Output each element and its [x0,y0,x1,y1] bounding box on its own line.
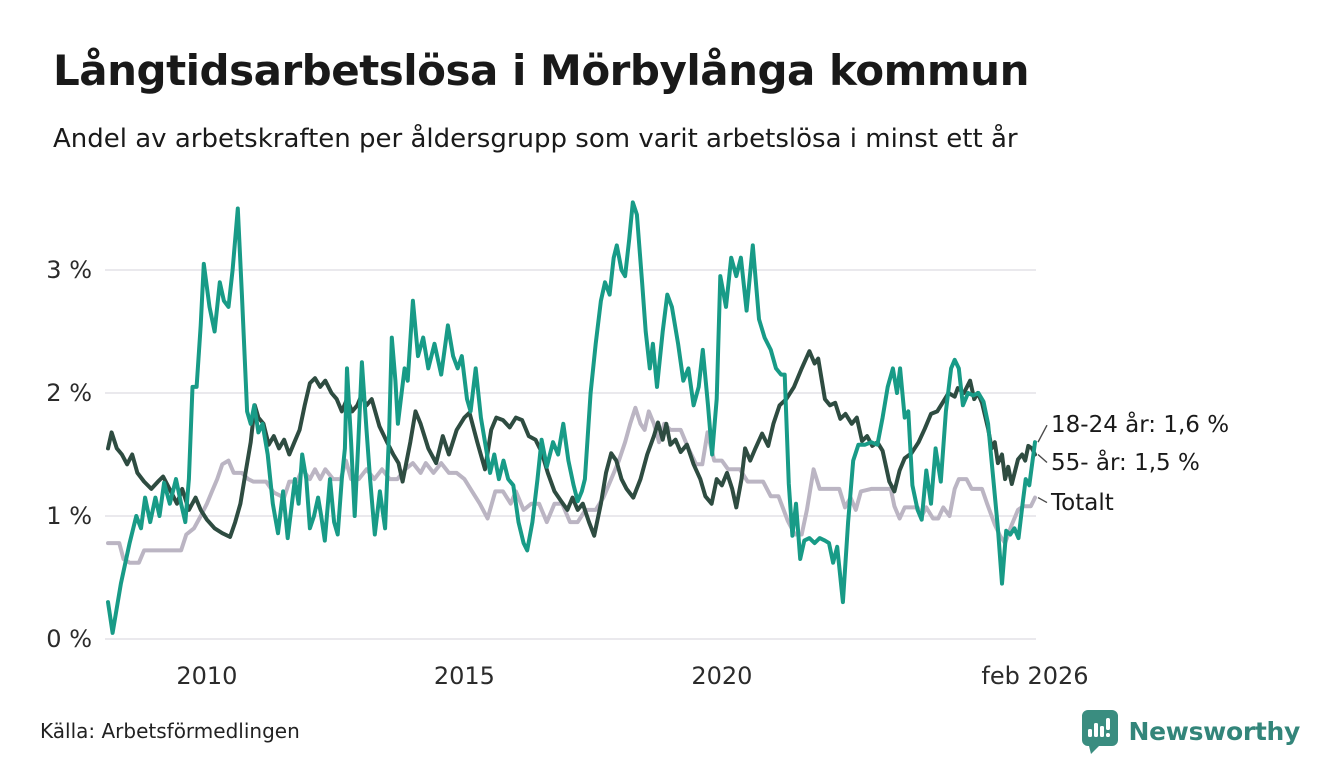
chart-title: Långtidsarbetslösa i Mörbylånga kommun [53,46,1029,95]
series-label-totalt: Totalt [1051,489,1114,516]
x-axis-tick-feb-2026: feb 2026 [981,662,1089,690]
exclamation-dot [1105,733,1110,737]
y-axis-tick-0: 0 % [46,625,92,653]
x-axis-tick-2015: 2015 [433,662,495,690]
x-axis-tick-2020: 2020 [691,662,753,690]
bar-medium [1099,726,1104,737]
bar-small [1087,729,1092,737]
label-leader-55-r [1037,453,1048,464]
y-axis-tick-2: 2 % [46,379,92,407]
exclamation-bar [1105,718,1110,730]
series-label-55-ar: 55- år: 1,5 % [1051,449,1200,476]
y-axis-tick-3: 3 % [46,256,92,284]
bar-tall [1093,723,1098,737]
newsworthy-brand: Newsworthy [1080,708,1301,754]
label-leader-18-24-r [1037,424,1048,443]
y-axis-tick-1: 1 % [46,502,92,530]
newsworthy-brand-name: Newsworthy [1128,716,1301,746]
chart-subtitle: Andel av arbetskraften per åldersgrupp s… [53,124,1018,154]
series-line-18-24-r [106,200,1037,635]
x-axis-tick-2010: 2010 [176,662,238,690]
series-line-55-r [106,349,1037,539]
series-label-18-24-ar: 18-24 år: 1,6 % [1051,412,1230,439]
newsworthy-logo-icon [1081,710,1118,754]
label-leader-totalt [1037,496,1048,504]
source-note: Källa: Arbetsförmedlingen [40,719,300,743]
